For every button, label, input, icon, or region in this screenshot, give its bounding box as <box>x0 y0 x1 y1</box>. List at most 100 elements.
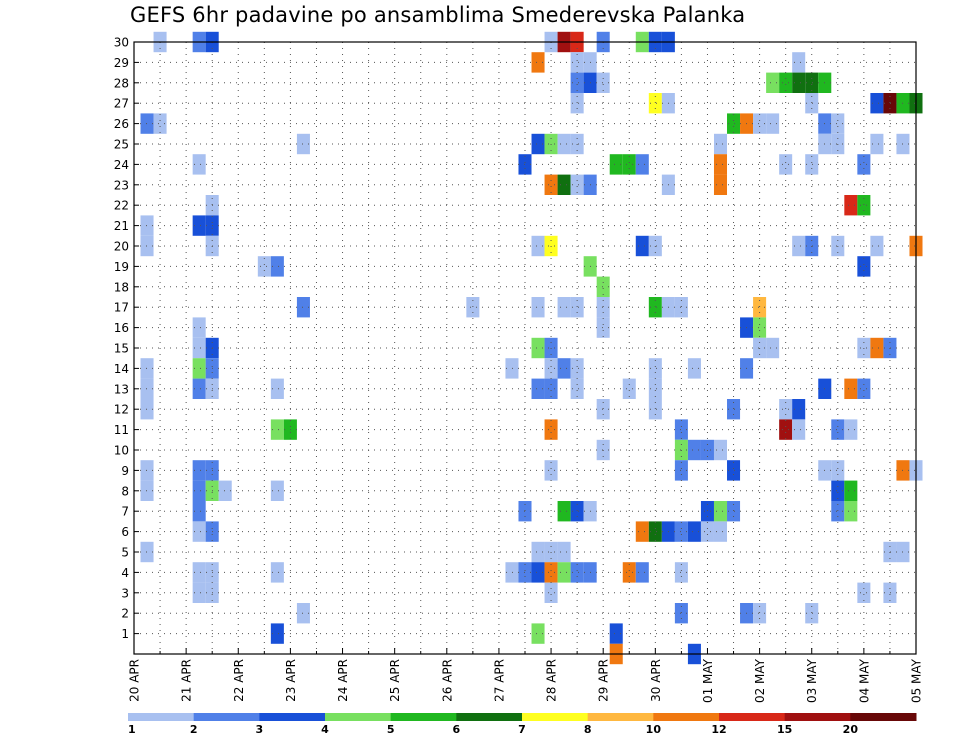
legend-swatch <box>719 713 786 721</box>
precip-cell <box>140 399 154 420</box>
precip-cell <box>531 52 545 73</box>
precip-cell <box>648 399 662 420</box>
y-tick-label: 12 <box>114 403 129 417</box>
precip-cell <box>140 235 154 257</box>
precip-cell <box>622 154 636 175</box>
y-tick-label: 2 <box>121 607 129 621</box>
precip-cell <box>257 256 271 277</box>
precip-cell <box>857 154 871 175</box>
precip-cell <box>557 297 571 318</box>
precip-cell <box>557 501 571 522</box>
precip-cell <box>674 419 688 440</box>
precip-cell <box>544 419 558 440</box>
legend-label: 15 <box>777 723 792 736</box>
precip-cell <box>609 154 623 175</box>
precip-cell <box>192 317 206 338</box>
precip-cell <box>544 358 558 379</box>
y-axis: 1234567891011121314151617181920212223242… <box>114 36 139 641</box>
y-tick-label: 14 <box>114 362 129 376</box>
precip-cell <box>192 460 206 481</box>
precip-cell <box>674 603 688 624</box>
y-tick-label: 11 <box>114 423 129 437</box>
legend-swatch <box>325 713 392 721</box>
precip-cell <box>727 113 741 134</box>
precip-cell <box>831 480 845 501</box>
precip-cell <box>505 562 519 583</box>
precip-cell <box>674 297 688 318</box>
cells-layer <box>140 31 923 665</box>
precip-cell <box>883 582 897 603</box>
precip-cell <box>609 623 623 644</box>
precip-cell <box>674 460 688 481</box>
y-tick-label: 29 <box>114 56 129 70</box>
precip-cell <box>596 399 610 420</box>
precip-cell <box>557 133 571 155</box>
precip-cell <box>805 603 819 624</box>
x-tick-label: 23 APR <box>284 659 298 702</box>
precip-cell <box>648 297 662 318</box>
precip-cell <box>557 541 571 563</box>
precip-cell <box>648 358 662 379</box>
y-tick-label: 8 <box>121 484 129 498</box>
precip-cell <box>570 562 584 583</box>
y-tick-label: 3 <box>121 586 129 600</box>
legend-swatch <box>653 713 720 721</box>
y-tick-label: 1 <box>121 627 129 641</box>
y-tick-label: 7 <box>121 505 129 519</box>
legend-label: 5 <box>387 723 395 736</box>
precip-cell <box>270 480 284 501</box>
y-tick-label: 21 <box>114 219 129 233</box>
legend-swatch <box>259 713 326 721</box>
precip-cell <box>635 521 649 542</box>
y-tick-label: 20 <box>114 240 129 254</box>
precip-cell <box>557 358 571 379</box>
precip-cell <box>779 399 793 420</box>
x-tick-label: 24 APR <box>336 659 350 702</box>
y-tick-label: 9 <box>121 464 129 478</box>
legend-label: 8 <box>584 723 592 736</box>
precip-cell <box>270 378 284 399</box>
precip-cell <box>570 378 584 399</box>
precip-cell <box>270 256 284 277</box>
precip-cell <box>635 562 649 583</box>
precip-cell <box>648 521 662 542</box>
color-legend: 1 2 3 4 5 6 7 8 10 12 15 20 <box>128 713 917 736</box>
precip-cell <box>713 501 728 522</box>
precip-cell <box>857 256 871 277</box>
precip-cell <box>792 419 806 440</box>
precip-cell <box>544 460 558 481</box>
legend-swatch <box>128 713 195 721</box>
precip-cell <box>779 154 793 175</box>
y-tick-label: 19 <box>114 260 129 274</box>
precip-cell <box>870 235 884 257</box>
precip-cell <box>570 72 584 93</box>
precip-cell <box>531 562 545 583</box>
precip-cell <box>140 541 154 563</box>
precip-cell <box>192 562 206 583</box>
y-tick-label: 30 <box>114 36 129 50</box>
precip-cell <box>779 72 793 93</box>
legend-swatch <box>587 713 654 721</box>
precip-cell <box>635 154 649 175</box>
precip-cell <box>192 480 206 501</box>
precip-cell <box>687 358 701 379</box>
precip-cell <box>713 154 728 175</box>
precip-cell <box>753 113 767 134</box>
precip-cell <box>192 378 206 399</box>
precip-cell <box>570 501 584 522</box>
precip-cell <box>727 460 741 481</box>
legend-swatch <box>193 713 260 721</box>
precip-cell <box>531 297 545 318</box>
precip-cell <box>766 72 780 93</box>
x-tick-label: 20 APR <box>128 659 142 702</box>
y-tick-label: 4 <box>121 566 129 580</box>
x-tick-label: 27 APR <box>492 659 506 702</box>
precip-cell <box>544 174 558 195</box>
y-tick-label: 16 <box>114 321 129 335</box>
precip-cell <box>779 419 793 440</box>
precip-cell <box>635 235 649 257</box>
precip-cell <box>883 93 897 114</box>
precip-cell <box>296 133 310 155</box>
precip-cell <box>713 174 728 195</box>
